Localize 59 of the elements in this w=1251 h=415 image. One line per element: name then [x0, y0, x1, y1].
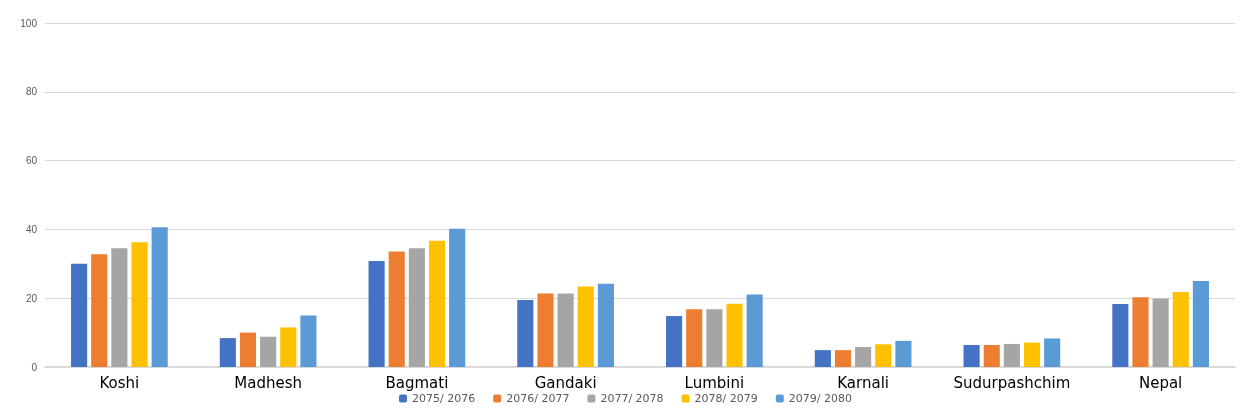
bar [239, 332, 257, 367]
bar [219, 338, 236, 367]
bar [280, 327, 297, 367]
bar [963, 344, 980, 367]
bar [834, 350, 852, 367]
bar [449, 228, 466, 367]
bar [1112, 304, 1129, 367]
bar [537, 293, 554, 367]
bar [875, 344, 892, 367]
x-tick-label: Sudurpashchim [953, 373, 1071, 392]
x-tick-label: Koshi [99, 373, 140, 392]
bar [597, 283, 614, 367]
bar [131, 242, 148, 367]
bar [746, 294, 763, 367]
bar [1192, 281, 1209, 367]
legend-label: 2075/ 2076 [412, 392, 476, 405]
bar [111, 248, 128, 367]
legend-label: 2076/ 2077 [506, 392, 570, 405]
bar [1023, 342, 1041, 367]
legend-label: 2077/ 2078 [600, 392, 664, 405]
y-tick-label: 40 [25, 223, 38, 235]
y-tick-label: 60 [25, 155, 38, 167]
x-tick-label: Lumbini [684, 373, 745, 392]
y-tick-label: 80 [25, 86, 38, 98]
bar [1003, 343, 1020, 367]
bar [1152, 298, 1169, 367]
x-tick-label: Karnali [837, 373, 889, 392]
bar [577, 286, 594, 367]
bar [895, 340, 912, 367]
y-tick-label: 100 [20, 17, 38, 29]
legend-label: 2079/ 2080 [788, 392, 852, 405]
bar [91, 254, 108, 367]
bar [666, 316, 683, 367]
bar [408, 248, 425, 367]
legend-label: 2078/ 2079 [694, 392, 758, 405]
x-tick-label: Bagmati [385, 373, 449, 392]
bar [706, 309, 723, 367]
bar [855, 347, 872, 367]
bar [983, 344, 1000, 367]
bar [1044, 338, 1061, 367]
bar [71, 263, 88, 367]
bar [814, 350, 831, 367]
y-tick-label: 0 [31, 361, 38, 373]
bar [388, 251, 405, 367]
bar [1172, 292, 1189, 367]
bar [300, 315, 317, 367]
bar [517, 299, 534, 367]
bar [686, 309, 703, 367]
x-tick-label: Madhesh [234, 373, 302, 392]
bar [428, 240, 446, 367]
y-tick-label: 20 [25, 292, 38, 304]
bar [726, 303, 743, 367]
bar [557, 293, 574, 367]
bar [368, 261, 385, 367]
bar [151, 227, 168, 367]
x-tick-label: Gandaki [534, 373, 597, 392]
bar [260, 336, 277, 367]
x-tick-label: Nepal [1138, 373, 1183, 392]
bar [1132, 297, 1149, 367]
